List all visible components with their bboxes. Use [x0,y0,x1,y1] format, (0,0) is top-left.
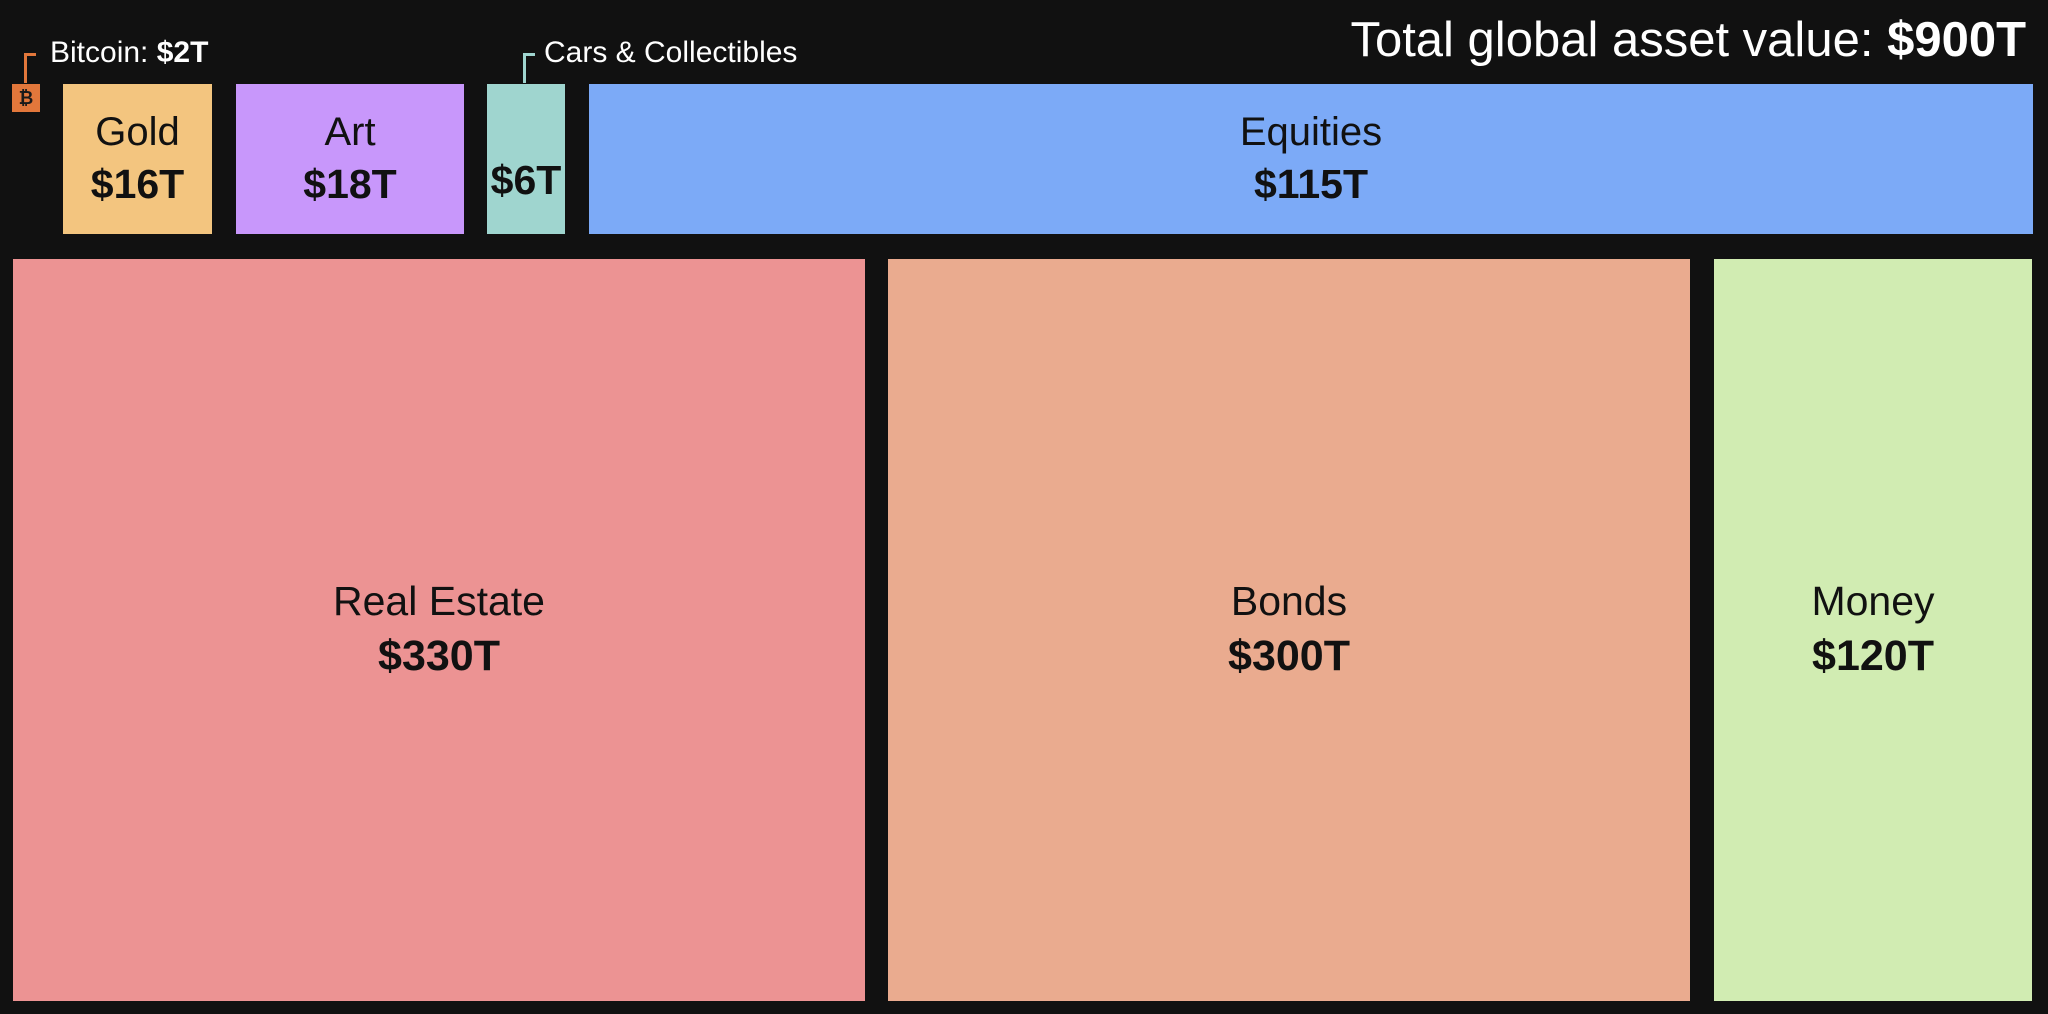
bonds-name: Bonds [1230,578,1348,625]
bonds-value: $300T [1228,631,1350,680]
money-value: $120T [1812,631,1934,680]
art-value: $18T [303,161,397,208]
art-name: Art [324,110,376,155]
cars-callout-bracket [523,53,535,83]
bitcoin-value: $2T [156,36,209,69]
money-name: Money [1811,578,1935,625]
tile-cars-collectibles: $6T [487,84,565,234]
gold-name: Gold [95,110,180,155]
equities-name: Equities [1239,110,1383,155]
real-estate-name: Real Estate [333,578,545,625]
bitcoin-callout-bracket [24,53,36,83]
bitcoin-icon: ₿ [18,87,34,108]
cars-callout: Cars & Collectibles [544,36,798,69]
bitcoin-callout: Bitcoin: $2T [50,36,209,69]
gold-value: $16T [90,161,185,208]
tile-gold: Gold $16T [63,84,212,234]
chart-title: Total global asset value: $900T [1350,13,2026,67]
tile-money: Money $120T [1714,259,2032,1001]
bitcoin-tile: ₿ [12,84,40,112]
real-estate-value: $330T [378,631,500,680]
equities-value: $115T [1254,161,1368,208]
cars-value: $6T [490,157,562,204]
tile-art: Art $18T [236,84,464,234]
tile-equities: Equities $115T [589,84,2033,234]
tile-real-estate: Real Estate $330T [13,259,865,1001]
tile-bonds: Bonds $300T [888,259,1690,1001]
